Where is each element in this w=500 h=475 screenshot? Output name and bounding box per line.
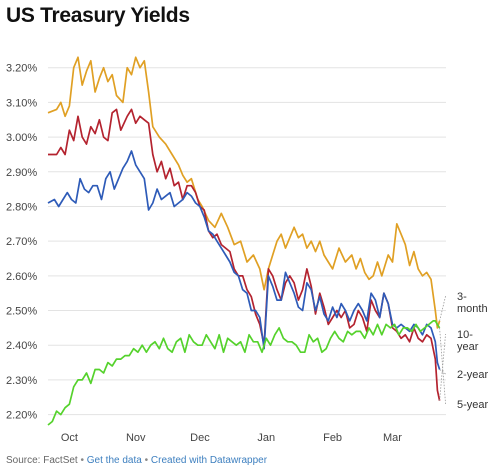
series-line-3-month	[47, 56, 441, 329]
chart-title: US Treasury Yields	[6, 4, 190, 27]
series-line-10-year	[48, 108, 441, 401]
y-tick-label: 2.90%	[6, 167, 37, 179]
grid-layer: 2.20% 2.30% 2.40% 2.50% 2.60% 2.70% 2.80% 2.90%…	[6, 63, 446, 444]
series-line-2-year	[47, 150, 441, 370]
get-data-link[interactable]: Get the data	[86, 455, 142, 466]
footer: Source: FactSet • Get the data • Created…	[6, 455, 267, 466]
series-label: 5-year	[457, 399, 489, 411]
series-layer	[47, 56, 441, 426]
y-tick-label: 2.40%	[6, 340, 37, 352]
y-tick-label: 2.50%	[6, 306, 37, 318]
x-tick-label: Oct	[61, 432, 78, 444]
series-label: 3-	[457, 291, 467, 303]
x-tick-label: Feb	[323, 432, 342, 444]
y-tick-label: 2.60%	[6, 271, 37, 283]
datawrapper-link[interactable]: Created with Datawrapper	[150, 455, 268, 466]
y-tick-label: 2.20%	[6, 410, 37, 422]
y-tick-label: 2.30%	[6, 375, 37, 387]
label-layer: 3-month 10-year 2-year 5-year	[439, 291, 489, 411]
y-tick-label: 2.80%	[6, 201, 37, 213]
x-tick-label: Dec	[190, 432, 210, 444]
x-tick-label: Nov	[126, 432, 146, 444]
label-leader	[439, 327, 446, 405]
label-leader	[439, 369, 446, 375]
series-label: year	[457, 341, 479, 353]
y-tick-label: 3.20%	[6, 63, 37, 75]
label-leader	[439, 295, 446, 322]
y-tick-label: 2.70%	[6, 236, 37, 248]
series-label: 2-year	[457, 369, 489, 381]
series-label: month	[457, 303, 488, 315]
series-line-5-year	[47, 320, 441, 426]
x-tick-label: Mar	[383, 432, 402, 444]
y-tick-label: 3.00%	[6, 132, 37, 144]
separator: •	[80, 455, 84, 466]
line-chart: 2.20% 2.30% 2.40% 2.50% 2.60% 2.70% 2.80% 2.90%…	[6, 56, 489, 444]
series-label: 10-	[457, 329, 473, 341]
y-tick-label: 3.10%	[6, 97, 37, 109]
separator: •	[144, 455, 149, 466]
x-tick-label: Jan	[257, 432, 275, 444]
source-text: Source: FactSet	[6, 455, 78, 466]
